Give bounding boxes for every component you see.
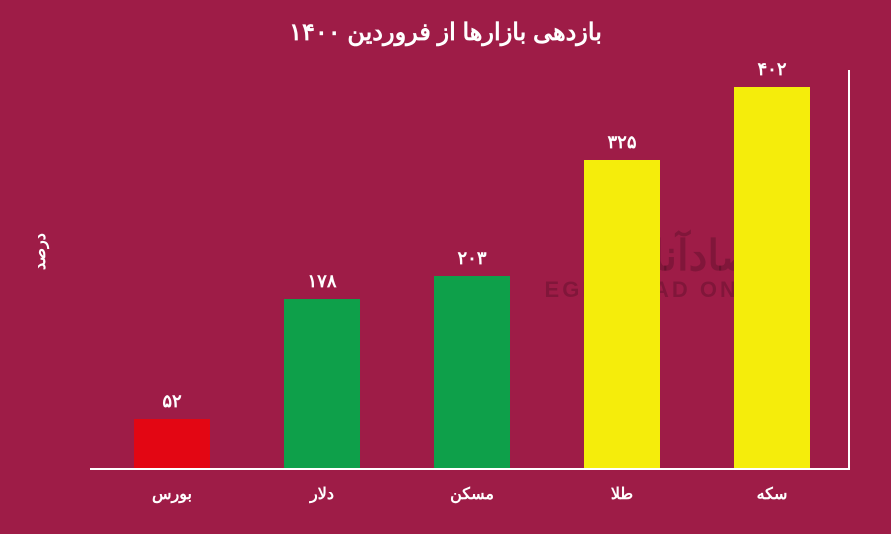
bar-value-label: ۳۲۵ [584,132,660,153]
bar: ۳۲۵ [584,160,660,468]
bar: ۵۲ [134,419,210,468]
category-label: سکه [714,484,830,504]
category-label: طلا [564,484,680,504]
bar: ۱۷۸ [284,299,360,468]
bar: ۲۰۳ [434,276,510,468]
bar: ۴۰۲ [734,87,810,468]
y-axis-label: درصد [30,233,50,270]
bar-value-label: ۴۰۲ [734,59,810,80]
y-axis [848,70,850,470]
category-label: دلار [264,484,380,504]
bar-value-label: ۲۰۳ [434,248,510,269]
bar-value-label: ۵۲ [134,391,210,412]
bar-value-label: ۱۷۸ [284,271,360,292]
category-label: مسکن [414,484,530,504]
chart-title: بازدهی بازارها از فروردین ۱۴۰۰ [0,18,891,47]
category-label: بورس [114,484,230,504]
x-axis [90,468,850,470]
plot-area: ۴۰۲۳۲۵۲۰۳۱۷۸۵۲ سکهطلامسکندلاربورس [90,70,850,470]
bar-chart: بازدهی بازارها از فروردین ۱۴۰۰ اقتصادآنل… [0,0,891,534]
